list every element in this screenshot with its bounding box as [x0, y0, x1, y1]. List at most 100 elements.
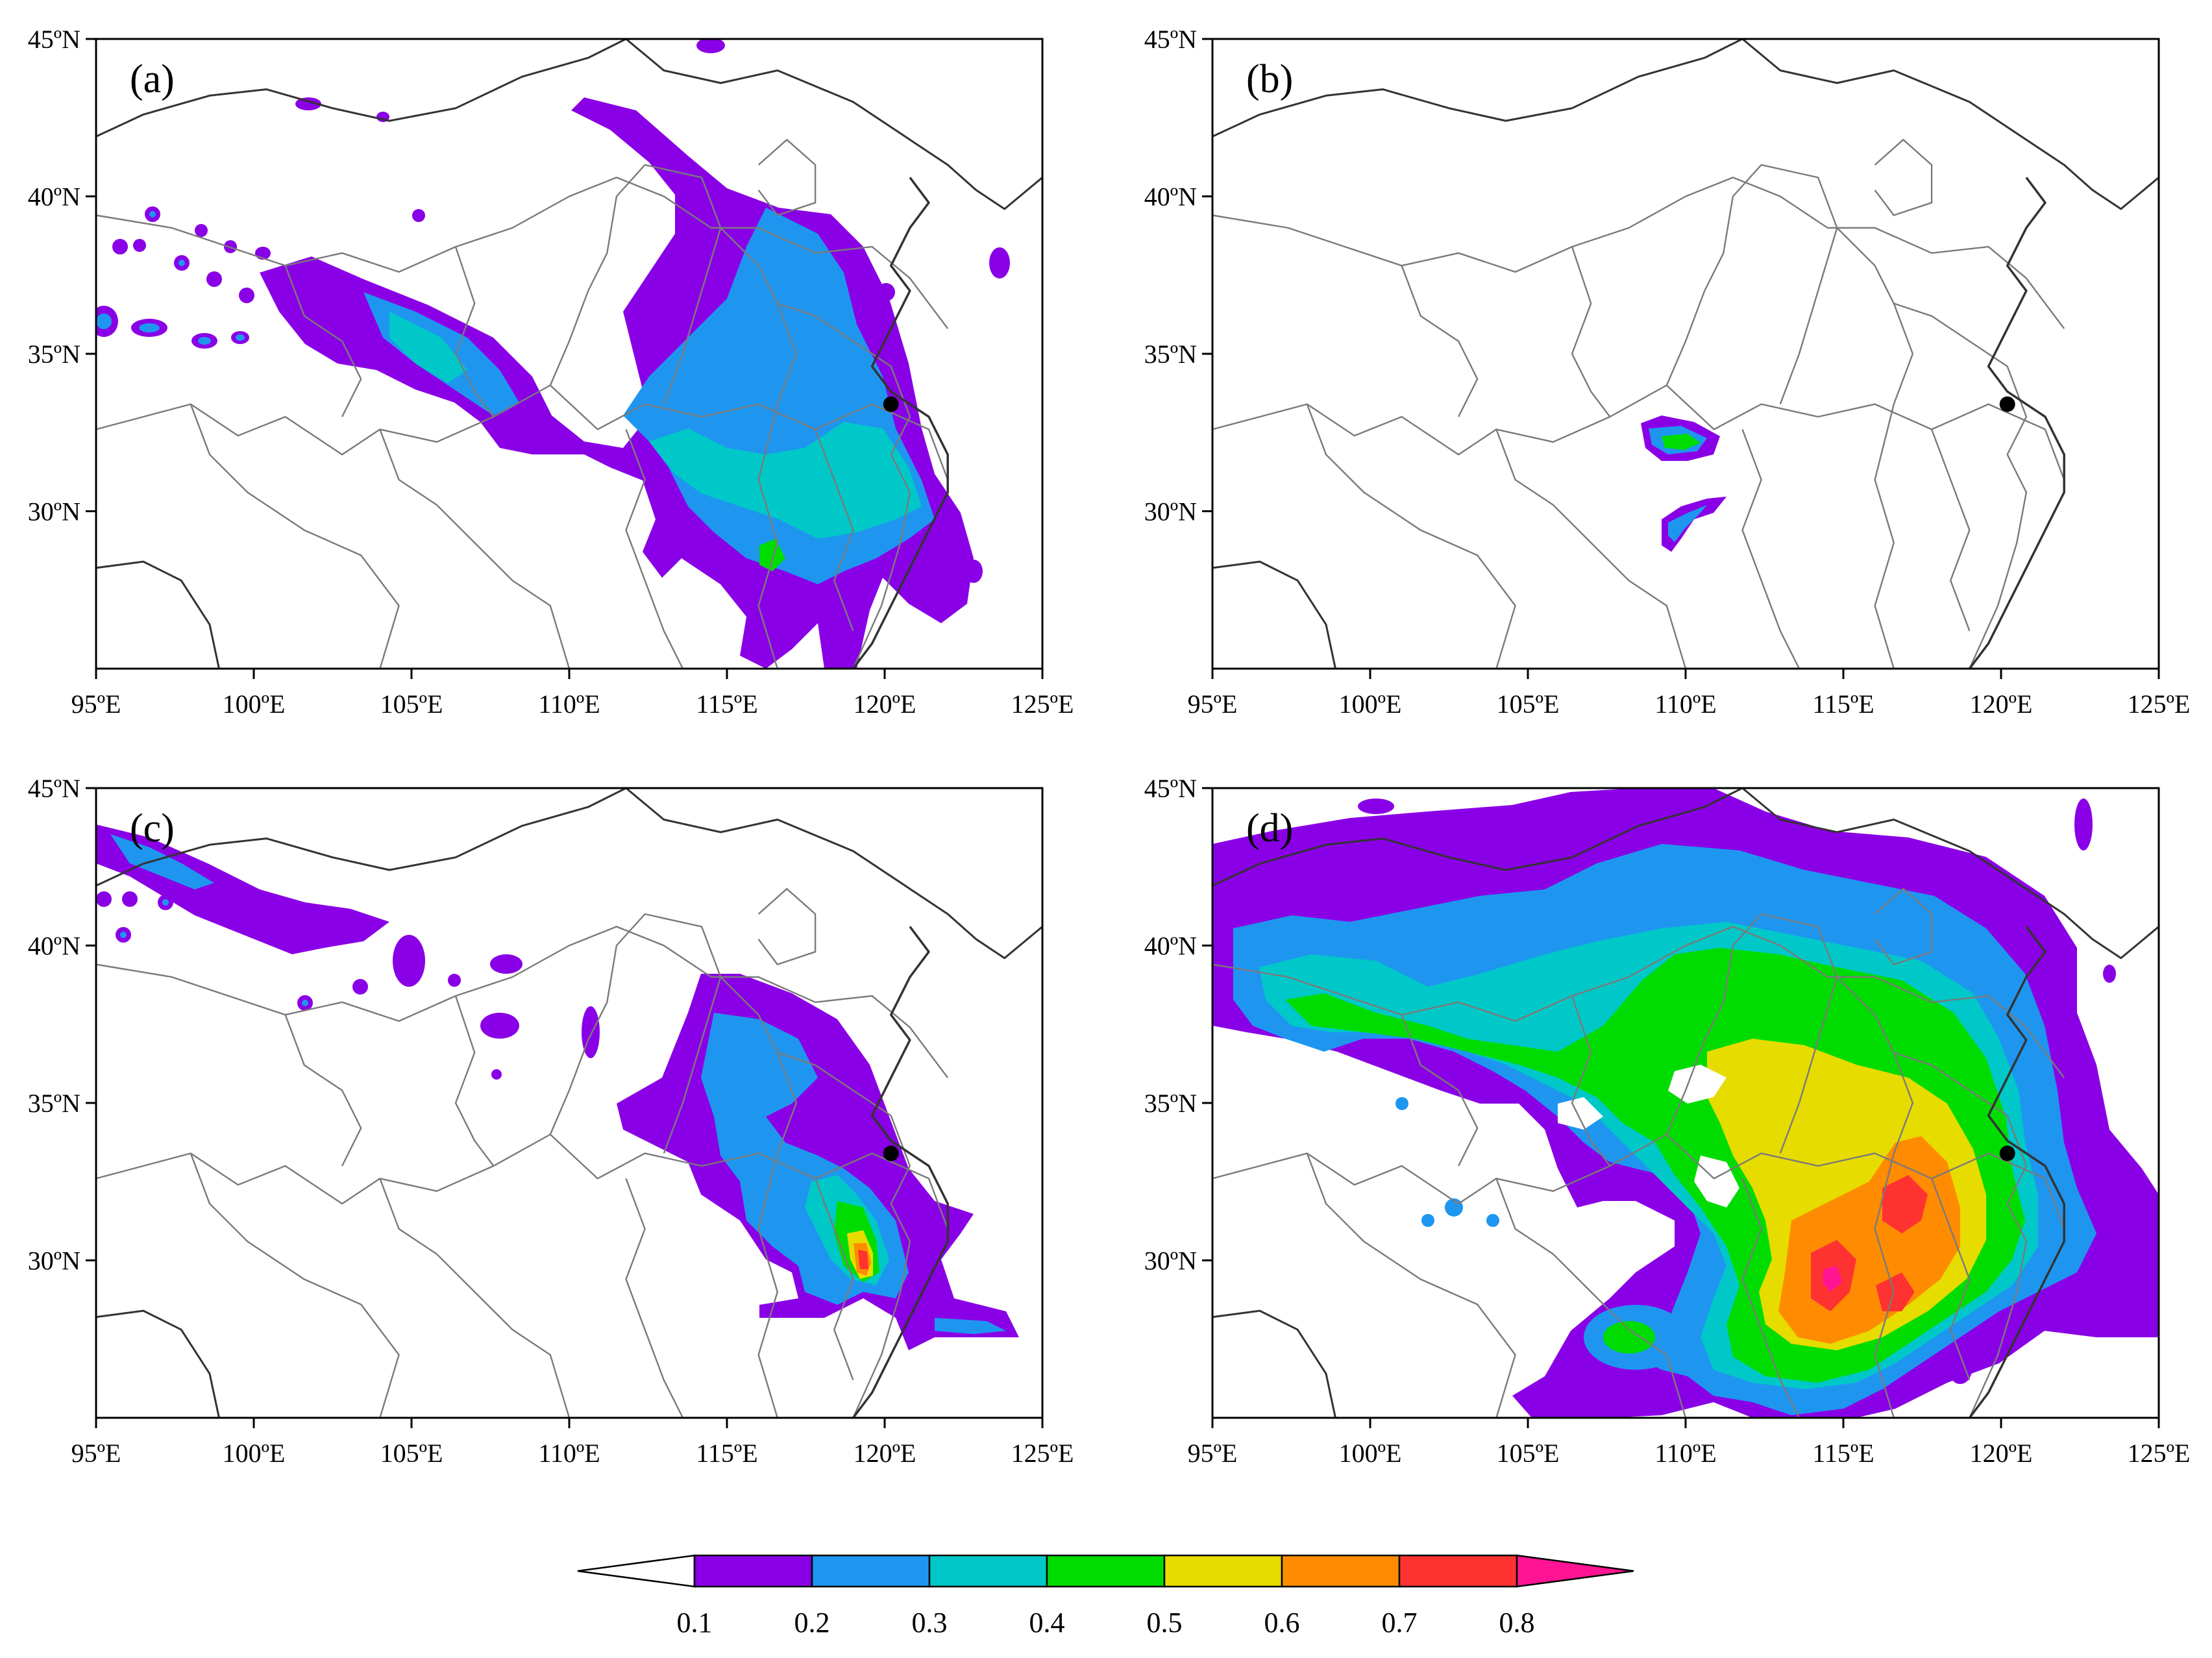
x-tick-label: 125ºE [2128, 1439, 2191, 1468]
province-border [1306, 404, 1516, 669]
panel-c-field [96, 824, 1019, 1350]
province-border [1741, 1178, 1800, 1418]
map-panel-b [1212, 39, 2159, 669]
panel-d [1212, 788, 2159, 1418]
panel-label-b: (b) [1246, 57, 1293, 101]
y-tick-label: 45ºN [1144, 25, 1197, 54]
province-border [379, 1178, 571, 1418]
province-border [379, 428, 571, 669]
province-border [814, 428, 854, 632]
country-border [625, 788, 1042, 959]
colorbar-segment [928, 1554, 1048, 1588]
panel-d-contour-08 [1823, 1266, 1842, 1292]
x-tick-label: 115ºE [1812, 1439, 1874, 1468]
map-panel-d [1212, 788, 2159, 1418]
colorbar-segment [1398, 1554, 1518, 1588]
province-border [96, 177, 949, 329]
map-panel-c [96, 788, 1042, 1418]
station-marker [883, 396, 899, 412]
panel-a [96, 39, 1010, 669]
y-tick-label: 30ºN [1144, 497, 1197, 526]
province-border [720, 227, 798, 669]
colorbar-segment [693, 1554, 813, 1588]
country-border [1741, 788, 2159, 959]
x-tick-label: 95ºE [71, 1439, 121, 1468]
country-border [1212, 1309, 1336, 1418]
x-tick-label: 100ºE [223, 1439, 286, 1468]
y-tick-label: 45ºN [1144, 774, 1197, 803]
x-tick-label: 110ºE [1654, 1439, 1716, 1468]
panel-d-contour-09 [1558, 1065, 1739, 1207]
country-border [96, 560, 220, 669]
province-border [96, 384, 949, 480]
province-border [777, 1052, 911, 1418]
province-border [1930, 428, 1971, 632]
panel-label-d: (d) [1246, 806, 1293, 850]
x-tick-label: 115ºE [1812, 689, 1874, 719]
province-border [1741, 428, 1800, 669]
x-tick-label: 125ºE [1011, 1439, 1074, 1468]
coastline [852, 177, 949, 669]
y-tick-label: 35ºN [1144, 340, 1197, 369]
colorbar-min-triangle [577, 1554, 696, 1588]
colorbar: 0.1 0.2 0.3 0.4 0.5 0.6 0.7 0.8 [577, 1554, 1634, 1639]
province-border [454, 246, 495, 417]
y-tick-label: 30ºN [28, 497, 80, 526]
panel-b-field [1641, 415, 1727, 552]
country-border [625, 39, 1042, 210]
province-border [1893, 1052, 2028, 1418]
y-tick-label: 30ºN [1144, 1246, 1197, 1276]
panel-c-contour-04 [701, 1013, 1006, 1334]
y-tick-label: 40ºN [1144, 182, 1197, 212]
province-border [1665, 945, 1734, 1135]
province-border [1732, 164, 1838, 405]
province-border [1571, 246, 1611, 417]
province-border [625, 1178, 684, 1418]
province-border [777, 303, 911, 669]
province-border [190, 1153, 400, 1418]
province-border [1836, 976, 1914, 1418]
x-tick-label: 95ºE [1188, 689, 1238, 719]
panel-c [96, 824, 1019, 1350]
province-border [284, 1014, 362, 1167]
province-border [1930, 1178, 1971, 1381]
colorbar-label: 0.5 [1147, 1607, 1183, 1639]
province-border [1665, 196, 1734, 386]
station-marker [883, 1145, 899, 1161]
x-tick-label: 100ºE [1339, 689, 1402, 719]
x-tick-label: 125ºE [1011, 689, 1074, 719]
y-tick-label: 30ºN [28, 1246, 80, 1276]
colorbar-label: 0.7 [1382, 1607, 1418, 1639]
x-tick-label: 105ºE [380, 689, 443, 719]
province-border [96, 1133, 949, 1230]
country-border [1212, 39, 1743, 138]
y-tick-label: 35ºN [28, 340, 80, 369]
province-border [284, 265, 362, 417]
panel-label-a: (a) [130, 57, 175, 101]
x-tick-label: 115ºE [696, 689, 757, 719]
colorbar-label: 0.4 [1029, 1607, 1065, 1639]
province-border [1212, 177, 2065, 329]
colorbar-segment [1163, 1554, 1283, 1588]
coastline [1969, 926, 2065, 1418]
province-border [96, 926, 949, 1078]
province-border [1401, 1014, 1479, 1167]
panel-b-contour-04 [1662, 497, 1727, 552]
province-border [1874, 138, 1933, 216]
x-tick-label: 100ºE [223, 689, 286, 719]
panel-b-contour-05 [1668, 505, 1707, 542]
country-border [1741, 39, 2159, 210]
y-tick-label: 35ºN [1144, 1089, 1197, 1118]
x-tick-label: 105ºE [1497, 689, 1560, 719]
province-border [1495, 428, 1687, 669]
province-border [757, 887, 817, 965]
station-marker [1999, 396, 2015, 412]
panel-a-field [96, 39, 1010, 669]
panel-a-contour-04 [759, 539, 785, 571]
y-tick-label: 45ºN [28, 774, 80, 803]
colorbar-label: 0.3 [912, 1607, 948, 1639]
province-border [454, 995, 495, 1167]
panel-label-c: (c) [130, 806, 175, 850]
y-tick-label: 40ºN [28, 932, 80, 961]
province-border [1212, 926, 2065, 1078]
